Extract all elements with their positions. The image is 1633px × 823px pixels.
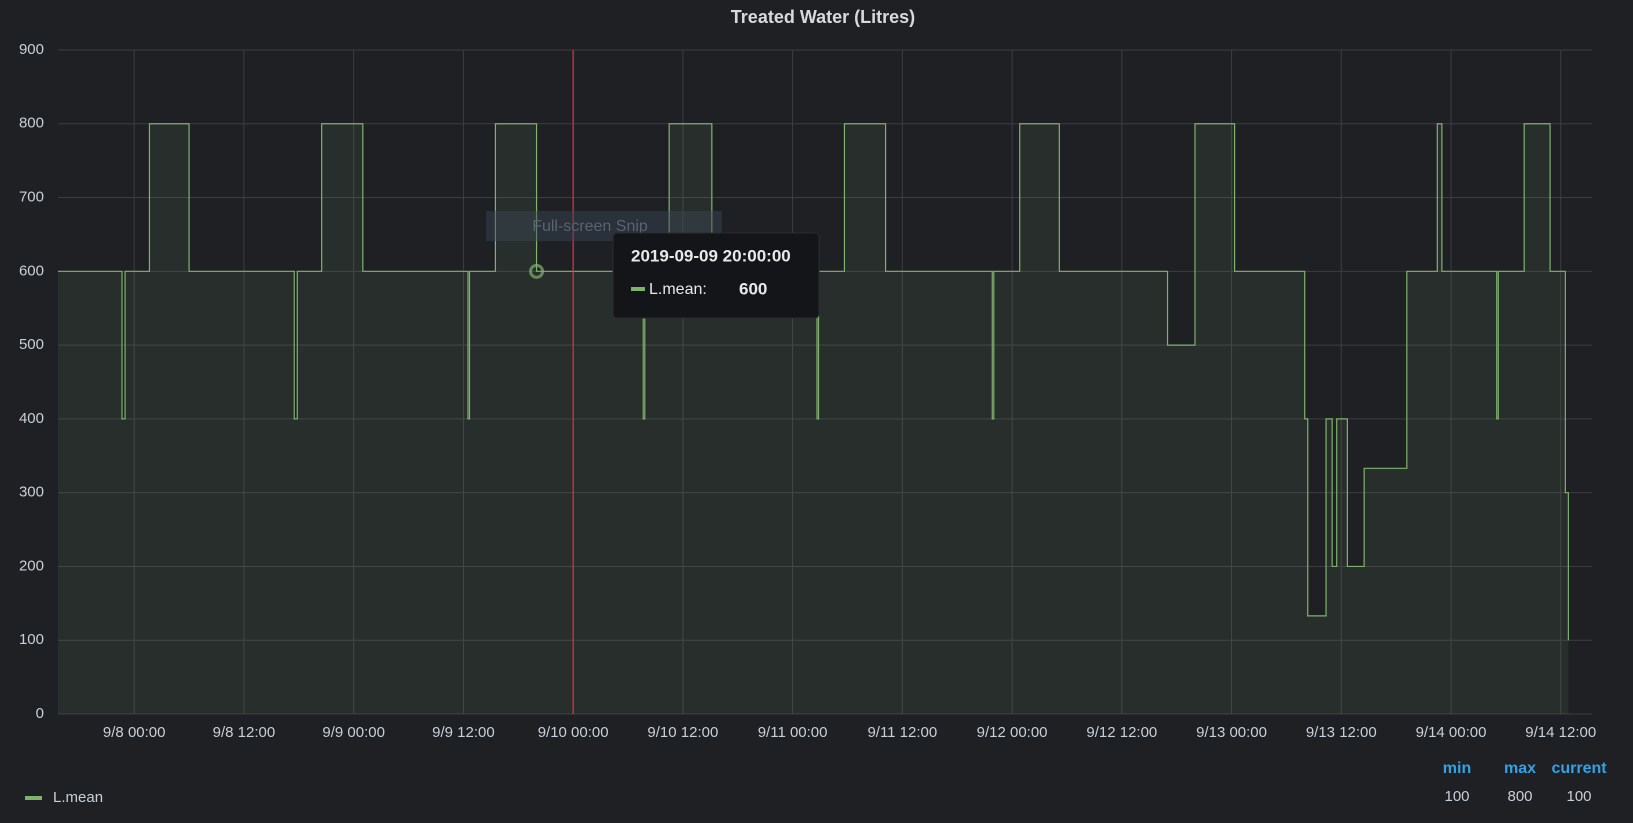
legend-column-header: max xyxy=(1504,760,1536,777)
tooltip-box xyxy=(612,232,820,319)
legend-swatch xyxy=(25,796,42,800)
y-tick-label: 700 xyxy=(19,189,44,206)
y-tick-label: 0 xyxy=(36,705,44,722)
series-line xyxy=(58,123,1569,641)
x-tick-label: 9/10 12:00 xyxy=(647,724,718,741)
y-tick-label: 100 xyxy=(19,631,44,648)
y-tick-label: 300 xyxy=(19,484,44,501)
x-tick-label: 9/13 00:00 xyxy=(1196,724,1267,741)
x-tick-label: 9/12 00:00 xyxy=(977,724,1048,741)
legend-stat: 100 xyxy=(1444,788,1469,805)
y-tick-label: 600 xyxy=(19,262,44,279)
tooltip-time: 2019-09-09 20:00:00 xyxy=(631,246,791,265)
x-tick-label: 9/12 12:00 xyxy=(1086,724,1157,741)
legend-column-header: min xyxy=(1443,760,1471,777)
x-tick-label: 9/11 00:00 xyxy=(758,724,828,741)
y-tick-label: 400 xyxy=(19,410,44,427)
hover-point xyxy=(529,263,545,279)
x-tick-label: 9/10 00:00 xyxy=(538,724,609,741)
x-tick-label: 9/13 12:00 xyxy=(1306,724,1377,741)
legend-stat: 800 xyxy=(1507,788,1532,805)
x-tick-label: 9/11 12:00 xyxy=(867,724,937,741)
x-tick-label: 9/14 00:00 xyxy=(1416,724,1487,741)
x-tick-label: 9/9 00:00 xyxy=(322,724,385,741)
snip-overlay-text: Full-screen Snip xyxy=(532,218,648,235)
y-tick-label: 900 xyxy=(19,41,44,58)
legend-column-header: current xyxy=(1551,760,1607,777)
y-tick-label: 200 xyxy=(19,557,44,574)
x-tick-label: 9/9 12:00 xyxy=(432,724,495,741)
legend-stat: 100 xyxy=(1566,788,1591,805)
y-tick-label: 800 xyxy=(19,115,44,132)
x-tick-label: 9/8 12:00 xyxy=(213,724,276,741)
tooltip-value: 600 xyxy=(739,279,767,298)
tooltip-swatch xyxy=(631,287,645,291)
panel-title[interactable]: Treated Water (Litres) xyxy=(731,7,915,27)
x-tick-label: 9/8 00:00 xyxy=(103,724,166,741)
y-tick-label: 500 xyxy=(19,336,44,353)
tooltip-label: L.mean: xyxy=(649,281,707,298)
legend-label: L.mean xyxy=(53,789,103,806)
x-tick-label: 9/14 12:00 xyxy=(1525,724,1596,741)
